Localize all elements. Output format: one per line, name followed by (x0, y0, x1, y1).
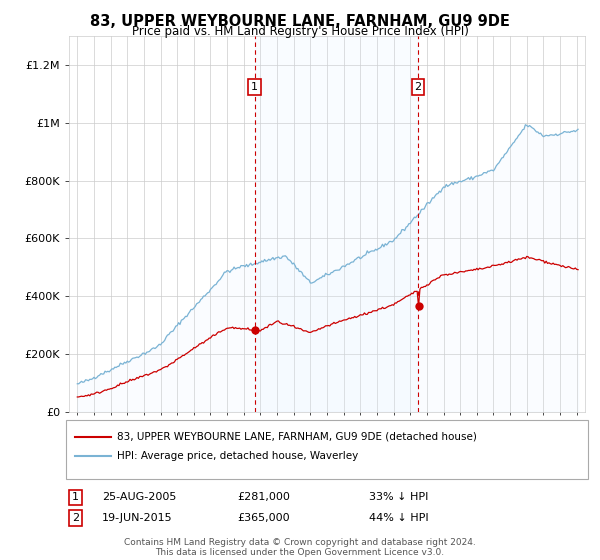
Text: 33% ↓ HPI: 33% ↓ HPI (369, 492, 428, 502)
Text: HPI: Average price, detached house, Waverley: HPI: Average price, detached house, Wave… (117, 451, 358, 461)
Text: Contains HM Land Registry data © Crown copyright and database right 2024.
This d: Contains HM Land Registry data © Crown c… (124, 538, 476, 557)
Text: 2: 2 (72, 513, 79, 523)
Text: 83, UPPER WEYBOURNE LANE, FARNHAM, GU9 9DE (detached house): 83, UPPER WEYBOURNE LANE, FARNHAM, GU9 9… (117, 432, 477, 442)
Text: 1: 1 (251, 82, 258, 92)
Text: 44% ↓ HPI: 44% ↓ HPI (369, 513, 428, 523)
Text: £281,000: £281,000 (237, 492, 290, 502)
Text: £365,000: £365,000 (237, 513, 290, 523)
Text: Price paid vs. HM Land Registry's House Price Index (HPI): Price paid vs. HM Land Registry's House … (131, 25, 469, 38)
Text: 2: 2 (415, 82, 421, 92)
Text: 19-JUN-2015: 19-JUN-2015 (102, 513, 173, 523)
Bar (254, 36, 418, 412)
Text: 25-AUG-2005: 25-AUG-2005 (102, 492, 176, 502)
Text: 1: 1 (72, 492, 79, 502)
Text: 83, UPPER WEYBOURNE LANE, FARNHAM, GU9 9DE: 83, UPPER WEYBOURNE LANE, FARNHAM, GU9 9… (90, 14, 510, 29)
